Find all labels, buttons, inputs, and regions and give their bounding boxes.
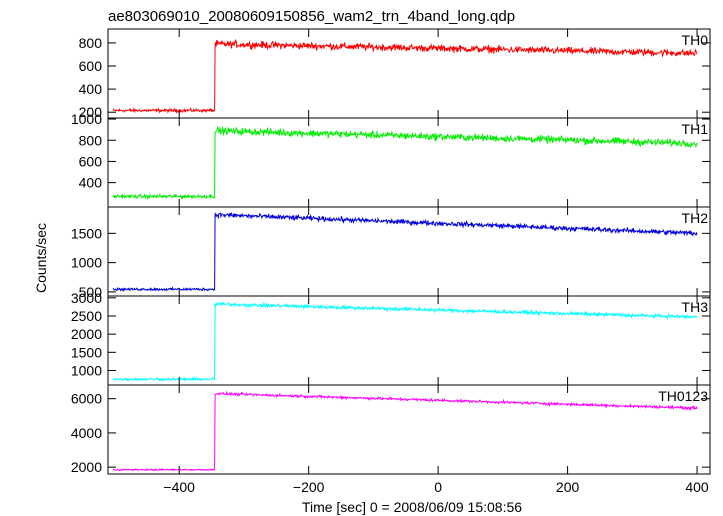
y-tick-label: 800 (79, 35, 103, 51)
panel-label-th1: TH1 (682, 121, 709, 137)
y-tick-label: 6000 (71, 391, 102, 407)
y-tick-label: 1000 (71, 111, 102, 127)
panel-label-th3: TH3 (682, 299, 709, 315)
y-tick-label: 1500 (71, 225, 102, 241)
series-line-th0123 (112, 390, 698, 472)
y-tick-label: 500 (79, 284, 103, 300)
x-tick-label: 0 (434, 479, 442, 495)
y-tick-label: 800 (79, 132, 103, 148)
chart-title: ae803069010_20080609150856_wam2_trn_4ban… (108, 8, 515, 25)
series-line-th0 (112, 38, 698, 114)
panel-frame (107, 206, 711, 297)
panels: 200 400 600 800 TH0 400 600 800 1000 TH1 500 1000 15… (71, 28, 711, 495)
series-line-th3 (112, 301, 698, 383)
y-tick-label: 400 (79, 81, 103, 97)
panel-label-th2: TH2 (682, 210, 709, 226)
y-tick-label: 2500 (71, 308, 102, 324)
y-tick-label: 2000 (71, 459, 102, 475)
panel-frame (107, 117, 711, 208)
y-tick-label: 600 (79, 153, 103, 169)
y-tick-label: 1000 (71, 255, 102, 271)
y-tick-label: 1500 (71, 344, 102, 360)
x-axis-label: Time [sec] 0 = 2008/06/09 15:08:56 (302, 499, 522, 515)
x-tick-label: −400 (163, 479, 195, 495)
x-tick-label: 200 (556, 479, 580, 495)
y-tick-label: 600 (79, 58, 103, 74)
y-tick-label: 400 (79, 175, 103, 191)
y-tick-label: 2000 (71, 326, 102, 342)
series-line-th1 (112, 125, 698, 201)
panel-label-th0: TH0 (682, 32, 709, 48)
y-tick-label: 4000 (71, 425, 102, 441)
y-tick-label: 1000 (71, 362, 102, 378)
x-tick-label: −200 (293, 479, 325, 495)
series-line-th2 (112, 211, 698, 292)
panel-frame (107, 384, 711, 475)
y-tick-label: 3000 (71, 290, 102, 306)
panel-label-th0123: TH0123 (658, 388, 708, 404)
y-axis-label: Counts/sec (33, 223, 49, 293)
x-tick-label: 400 (685, 479, 709, 495)
y-tick-label: 200 (79, 104, 103, 120)
panel-frame (107, 28, 711, 119)
